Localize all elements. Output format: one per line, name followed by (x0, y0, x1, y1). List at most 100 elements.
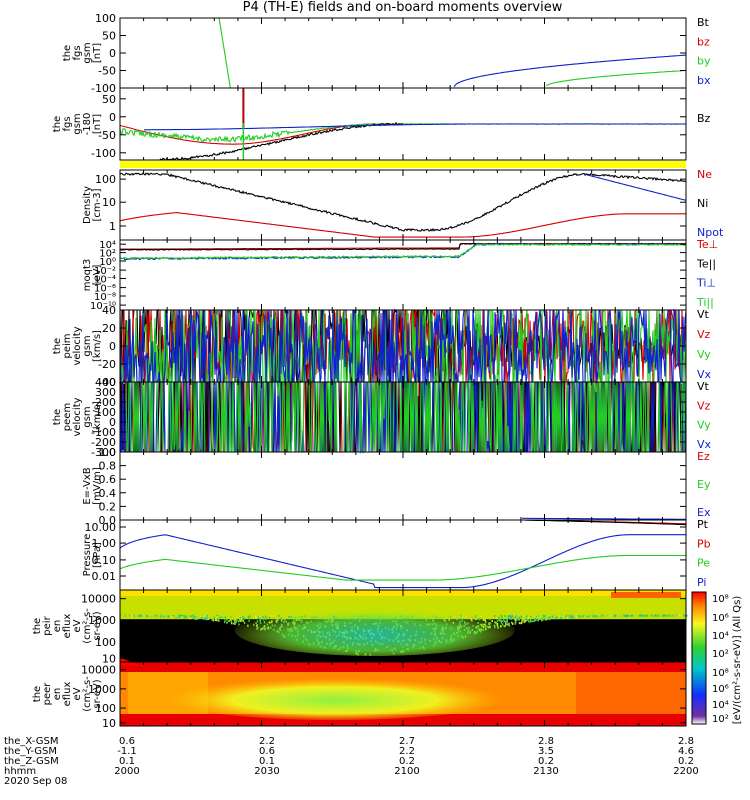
ylabel-line: fgs (72, 45, 83, 60)
ylabel-line: Density (82, 186, 93, 224)
legend-ex: Ex (697, 506, 711, 519)
ylabel-line: gsm (72, 113, 83, 134)
ytick-label: -20 (98, 358, 116, 371)
legend-vz: Vz (697, 328, 711, 341)
legend-bz: Bz (697, 112, 711, 125)
series-bx (453, 54, 687, 88)
ion-spectro-core (234, 604, 515, 656)
ytick-label: 100 (95, 12, 116, 25)
ytick-label: 1000 (88, 614, 116, 627)
ylabel-line: en (52, 620, 63, 633)
legend-vt: Vt (697, 308, 710, 321)
ytick-label: 50 (102, 93, 116, 106)
ytick-label: 400 (95, 376, 116, 389)
ylabel-line: (cm²-s- (82, 608, 93, 644)
ylabel-line: gsm (82, 335, 93, 356)
ytick-label: -50 (98, 65, 116, 78)
yellow-strip (120, 161, 686, 168)
ytick-label: 0 (109, 340, 116, 353)
legend-vz: Vz (697, 399, 711, 412)
xaxis-value: 2130 (533, 766, 558, 777)
ytick-label: 10⁻⁴ (94, 275, 116, 286)
ylabel-line: the (52, 116, 63, 132)
ylabel-line: velocity (72, 397, 83, 436)
panel-frame-7 (119, 451, 687, 521)
series-by-early (218, 17, 231, 89)
ytick-label: 10⁻⁸ (94, 292, 116, 303)
ytick-label: 0.4 (99, 487, 117, 500)
ylabel-line: eV (72, 619, 83, 632)
ylabel-line: E=-VxB (82, 467, 93, 504)
xaxis-value: 2030 (254, 766, 279, 777)
ytick-label: 10⁴ (99, 240, 116, 251)
ytick-label: -300 (91, 446, 116, 459)
xaxis-value: 2.8 (678, 736, 694, 747)
ylabel-line: eV (72, 687, 83, 700)
ytick-label: 100 (95, 173, 116, 186)
xaxis-value: 0.2 (538, 756, 554, 767)
legend-vt: Vt (697, 380, 710, 393)
ylabel-line: moqt3 (82, 259, 93, 292)
ylabel-line: eflux (62, 682, 73, 707)
xaxis-row-label: hhmm (4, 766, 36, 777)
ytick-label: 1.00 (92, 537, 117, 550)
ytick-label: 10 (102, 717, 116, 730)
ytick-label: 0.0 (99, 514, 117, 527)
ytick-label: 10⁻² (94, 266, 116, 277)
ytick-label: 0.10 (92, 554, 117, 567)
series-ex (522, 517, 686, 520)
legend-vy: Vy (697, 419, 711, 432)
series-bx-blue (144, 123, 686, 131)
legend-ti||: Ti|| (696, 296, 714, 309)
ytick-label: 1000 (88, 683, 116, 696)
ylabel-line: Pressure (82, 534, 93, 577)
xaxis-value: 0.2 (678, 756, 694, 767)
xaxis-value: 0.1 (259, 756, 275, 767)
ytick-label: 300 (95, 386, 116, 399)
colorbar-tick: 10⁴ (712, 631, 729, 642)
legend-ne: Ne (697, 168, 712, 181)
legend-bx: bx (697, 74, 711, 87)
colorbar-label: [eV/(cm²-s-sr-eV)] (All Qs) (732, 596, 743, 725)
ylabel-line: sr-eV) (92, 611, 103, 640)
ytick-label: 100 (95, 406, 116, 419)
legend-ez: Ez (697, 450, 710, 463)
series-by (545, 69, 687, 87)
ytick-label: 0 (109, 47, 116, 60)
ytick-label: -100 (91, 147, 116, 160)
ytick-label: 0.8 (99, 460, 117, 473)
ytick-label: 10⁻¹⁰ (90, 301, 116, 312)
colorbar (691, 591, 707, 725)
legend-vy: Vy (697, 348, 711, 361)
xaxis-value: 0.6 (259, 746, 275, 757)
ytick-label: 1 (109, 220, 116, 233)
xaxis-row-label: the_Y-GSM (4, 746, 57, 757)
ylabel-line: peir (42, 615, 53, 635)
ylabel-line: the (62, 45, 73, 61)
ytick-label: 20 (102, 322, 116, 335)
legend-pi: Pi (697, 576, 706, 589)
ytick-label: -50 (98, 129, 116, 142)
series-by-green (119, 122, 687, 144)
ytick-label: 0.01 (92, 570, 117, 583)
colorbar-tick: 10² (712, 649, 729, 660)
colorbar-tick: 10⁴ (712, 700, 729, 711)
ylabel-line: fgs (62, 116, 73, 131)
ylabel-line: sr-eV) (92, 679, 103, 708)
ylabel-line: gsm (82, 42, 93, 63)
ytick-label: 0.6 (99, 473, 117, 486)
legend-bz: bz (697, 35, 710, 48)
date-label: 2020 Sep 08 (4, 776, 67, 787)
ytick-label: -100 (91, 82, 116, 95)
ylabel-line: [km/s] (92, 401, 103, 433)
ytick-label: 1.0 (99, 446, 117, 459)
ylabel-line: peim (62, 333, 73, 358)
chart-title: P4 (TH-E) fields and on-board moments ov… (242, 0, 563, 15)
legend-by: by (697, 55, 711, 68)
ytick-label: 40 (102, 304, 116, 317)
legend-te⊥: Te⊥ (696, 238, 718, 251)
legend-bt: Bt (697, 16, 710, 29)
ylabel-line: peem (62, 403, 73, 431)
xaxis-value: 2200 (673, 766, 698, 777)
ytick-label: 50 (102, 30, 116, 43)
